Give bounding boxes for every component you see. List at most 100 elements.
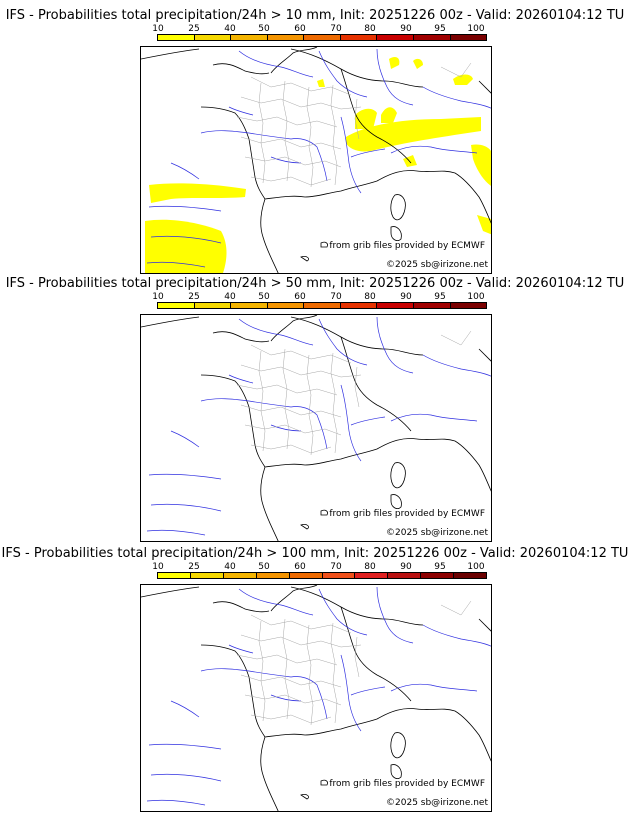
rivers bbox=[146, 586, 491, 806]
scale-segment bbox=[377, 303, 414, 308]
scale-segment bbox=[256, 573, 290, 578]
scale-labels: 10 25 40 50 60 70 80 90 95 100 bbox=[150, 292, 500, 302]
scale-segment bbox=[450, 35, 487, 40]
scale-segment bbox=[190, 573, 224, 578]
coastlines bbox=[141, 585, 491, 811]
color-scale-bar bbox=[157, 572, 487, 579]
scale-label: 10 bbox=[152, 292, 164, 302]
credit-copyright: ©2025 sb@irizone.net bbox=[386, 260, 488, 270]
color-scale-bar bbox=[157, 302, 487, 309]
scale-label: 95 bbox=[434, 292, 446, 302]
precip-swiss bbox=[381, 107, 397, 123]
scale-segment bbox=[158, 573, 191, 578]
precip-germany bbox=[389, 57, 400, 69]
scale-label: 90 bbox=[400, 292, 412, 302]
scale-label: 25 bbox=[188, 562, 200, 572]
precipitation-map: from grib files provided by ECMWF ©2025 … bbox=[140, 314, 492, 542]
precip-jura bbox=[355, 108, 377, 129]
scale-label: 25 bbox=[188, 24, 200, 34]
precip-spain-north bbox=[145, 219, 227, 273]
credit-source: from grib files provided by ECMWF bbox=[329, 241, 485, 251]
scale-segment bbox=[413, 35, 451, 40]
precip-pyrenees bbox=[149, 183, 246, 203]
scale-label: 100 bbox=[467, 292, 485, 302]
scale-segment bbox=[289, 573, 323, 578]
credit-source: from grib files provided by ECMWF bbox=[329, 779, 485, 789]
scale-segment bbox=[304, 35, 341, 40]
credit-source: from grib files provided by ECMWF bbox=[329, 509, 485, 519]
rivers bbox=[146, 316, 491, 536]
scale-segment bbox=[231, 303, 268, 308]
scale-label: 60 bbox=[294, 292, 306, 302]
scale-segment bbox=[223, 573, 257, 578]
scale-segment bbox=[340, 303, 378, 308]
coastlines bbox=[141, 315, 491, 541]
scale-label: 40 bbox=[224, 24, 236, 34]
scale-label: 100 bbox=[467, 24, 485, 34]
scale-label: 70 bbox=[330, 24, 342, 34]
scale-segment bbox=[413, 303, 451, 308]
precip-alps bbox=[346, 117, 481, 152]
scale-label: 70 bbox=[330, 562, 342, 572]
scale-labels: 10 25 40 50 60 70 80 90 95 100 bbox=[150, 562, 500, 572]
precip-areas bbox=[145, 57, 491, 273]
admin-boundaries bbox=[236, 62, 472, 188]
credit-copyright: ©2025 sb@irizone.net bbox=[386, 528, 488, 538]
panel-50mm: IFS - Probabilities total precipitation/… bbox=[0, 276, 630, 552]
panel-title: IFS - Probabilities total precipitation/… bbox=[1, 546, 629, 561]
precipitation-map: from grib files provided by ECMWF ©2025 … bbox=[140, 584, 492, 812]
precip-austria bbox=[453, 74, 473, 85]
scale-label: 40 bbox=[224, 292, 236, 302]
scale-segment bbox=[267, 35, 305, 40]
scale-label: 90 bbox=[400, 562, 412, 572]
color-scale-bar bbox=[157, 34, 487, 41]
scale-segment bbox=[158, 35, 195, 40]
scale-label: 60 bbox=[294, 562, 306, 572]
credit-copyright: ©2025 sb@irizone.net bbox=[386, 798, 488, 808]
scale-label: 10 bbox=[152, 24, 164, 34]
panel-10mm: IFS - Probabilities total precipitation/… bbox=[0, 8, 630, 284]
panel-100mm: IFS - Probabilities total precipitation/… bbox=[0, 546, 630, 822]
scale-label: 50 bbox=[258, 562, 270, 572]
scale-labels: 10 25 40 50 60 70 80 90 95 100 bbox=[150, 24, 500, 34]
panel-title: IFS - Probabilities total precipitation/… bbox=[5, 276, 625, 291]
scale-segment bbox=[158, 303, 195, 308]
scale-label: 90 bbox=[400, 24, 412, 34]
scale-label: 10 bbox=[152, 562, 164, 572]
scale-label: 95 bbox=[434, 24, 446, 34]
scale-label: 80 bbox=[364, 562, 376, 572]
scale-label: 25 bbox=[188, 292, 200, 302]
scale-segment bbox=[194, 303, 232, 308]
scale-segment bbox=[454, 573, 487, 578]
scale-label: 40 bbox=[224, 562, 236, 572]
scale-segment bbox=[322, 573, 356, 578]
admin-boundaries bbox=[236, 330, 472, 456]
map-svg bbox=[141, 47, 491, 273]
scale-label: 80 bbox=[364, 292, 376, 302]
precip-east bbox=[413, 58, 423, 69]
scale-segment bbox=[267, 303, 305, 308]
scale-label: 50 bbox=[258, 292, 270, 302]
scale-label: 95 bbox=[434, 562, 446, 572]
panel-title: IFS - Probabilities total precipitation/… bbox=[5, 8, 625, 23]
scale-label: 70 bbox=[330, 292, 342, 302]
scale-segment bbox=[421, 573, 455, 578]
scale-segment bbox=[388, 573, 422, 578]
scale-label: 50 bbox=[258, 24, 270, 34]
rivers bbox=[146, 48, 491, 268]
precip-nw bbox=[317, 79, 325, 87]
map-svg bbox=[141, 585, 491, 811]
scale-segment bbox=[194, 35, 232, 40]
admin-boundaries bbox=[236, 600, 472, 726]
precipitation-map: from grib files provided by ECMWF ©2025 … bbox=[140, 46, 492, 274]
scale-label: 60 bbox=[294, 24, 306, 34]
scale-segment bbox=[304, 303, 341, 308]
scale-label: 100 bbox=[467, 562, 485, 572]
scale-segment bbox=[231, 35, 268, 40]
scale-label: 80 bbox=[364, 24, 376, 34]
map-svg bbox=[141, 315, 491, 541]
scale-segment bbox=[450, 303, 487, 308]
precip-balkan bbox=[471, 144, 491, 186]
scale-segment bbox=[377, 35, 414, 40]
scale-segment bbox=[355, 573, 389, 578]
